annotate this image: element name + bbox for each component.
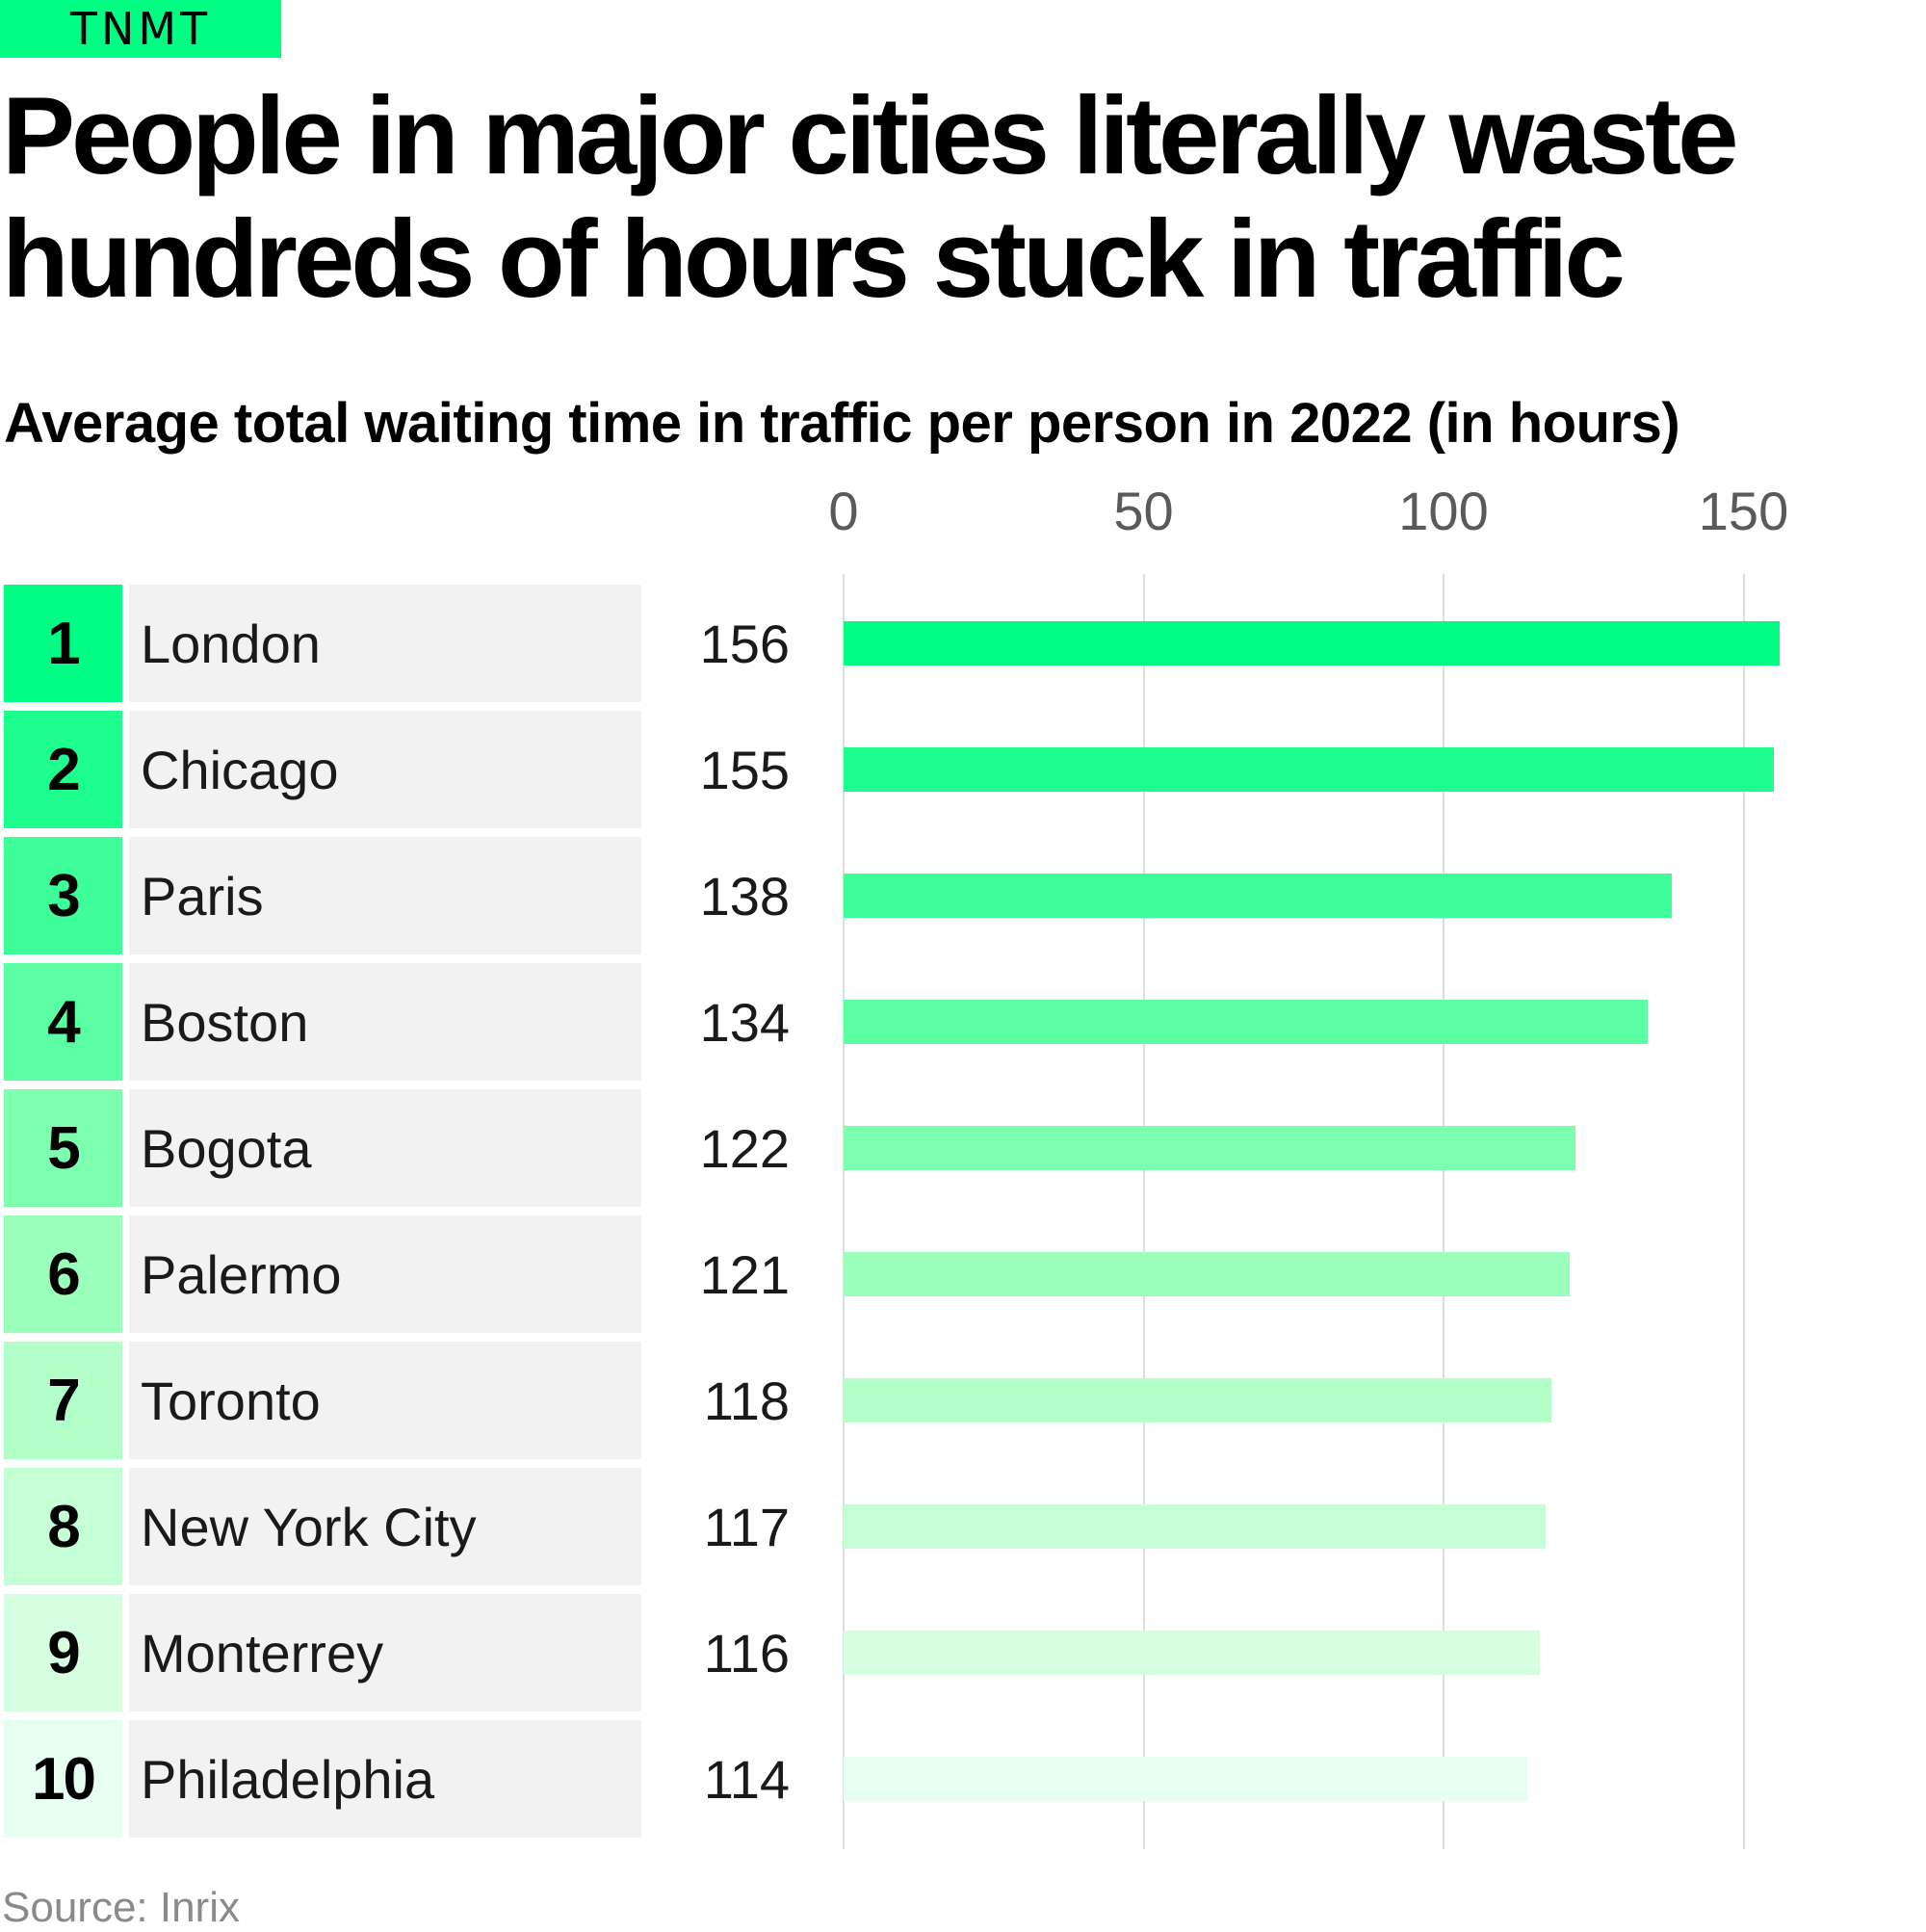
rank-badge: 2 (4, 711, 122, 828)
bar-value-label: 155 (699, 739, 790, 800)
x-tick-label: 0 (828, 481, 859, 541)
bar-value-label: 138 (699, 865, 790, 927)
bar (844, 621, 1780, 666)
chart-subtitle: Average total waiting time in traffic pe… (4, 392, 1680, 455)
bar (844, 874, 1672, 918)
city-label: Toronto (129, 1342, 641, 1459)
bar-value-label: 156 (699, 613, 790, 674)
bar-value-label: 122 (699, 1117, 790, 1179)
city-label: Monterrey (129, 1594, 641, 1711)
gridline (843, 574, 845, 1849)
rank-badge: 9 (4, 1594, 122, 1711)
gridline (1742, 574, 1745, 1849)
x-tick-label: 50 (1113, 481, 1174, 541)
rank-badge: 4 (4, 963, 122, 1081)
bar-value-label: 121 (699, 1243, 790, 1305)
city-label: Boston (129, 963, 641, 1081)
rank-badge: 8 (4, 1468, 122, 1585)
bar (844, 1631, 1540, 1675)
city-label: London (129, 585, 641, 702)
gridline (1142, 574, 1145, 1849)
bar-value-label: 116 (703, 1622, 790, 1684)
city-label: Chicago (129, 711, 641, 828)
page-title: People in major cities literally waste h… (2, 75, 1738, 321)
bar (844, 1757, 1528, 1801)
x-tick-label: 150 (1698, 481, 1789, 541)
bar (844, 1126, 1576, 1170)
brand-logo: TNMT (0, 0, 281, 58)
source-note: Source: Inrix (2, 1884, 240, 1931)
bar (844, 1252, 1570, 1296)
brand-logo-text: TNMT (69, 3, 212, 55)
rank-badge: 5 (4, 1089, 122, 1207)
city-label: Paris (129, 837, 641, 954)
bar-value-label: 118 (703, 1370, 790, 1431)
bar (844, 747, 1774, 792)
rank-badge: 6 (4, 1215, 122, 1333)
rank-badge: 1 (4, 585, 122, 702)
rank-badge: 7 (4, 1342, 122, 1459)
bar (844, 1378, 1552, 1423)
city-label: Bogota (129, 1089, 641, 1207)
x-tick-label: 100 (1398, 481, 1489, 541)
city-label: Palermo (129, 1215, 641, 1333)
city-label: Philadelphia (129, 1720, 641, 1838)
gridline (1443, 574, 1444, 1849)
bar (844, 1000, 1648, 1044)
rank-badge: 3 (4, 837, 122, 954)
bar-value-label: 134 (699, 991, 790, 1053)
bar-value-label: 117 (703, 1496, 790, 1557)
bar (844, 1504, 1546, 1549)
x-axis-ticks: 0 50 100 150 (0, 478, 1926, 545)
city-label: New York City (129, 1468, 641, 1585)
rank-badge: 10 (4, 1720, 122, 1838)
bar-value-label: 114 (703, 1748, 790, 1810)
